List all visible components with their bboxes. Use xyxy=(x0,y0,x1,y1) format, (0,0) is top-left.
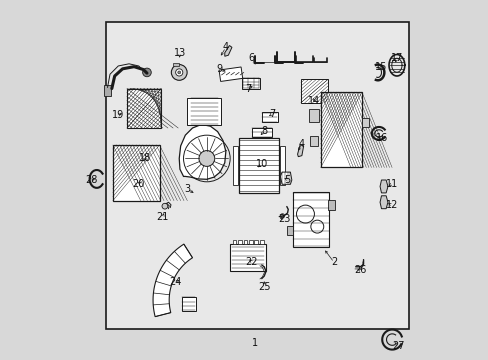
Bar xyxy=(242,78,259,89)
Bar xyxy=(187,98,221,125)
Circle shape xyxy=(142,68,151,77)
Text: 7: 7 xyxy=(244,84,251,94)
Bar xyxy=(219,67,242,81)
Circle shape xyxy=(199,150,214,166)
Text: 2: 2 xyxy=(330,257,337,267)
Bar xyxy=(308,109,318,122)
Bar xyxy=(328,200,334,211)
Text: 8: 8 xyxy=(261,126,267,136)
Text: 15: 15 xyxy=(374,62,387,72)
Circle shape xyxy=(178,71,180,74)
Polygon shape xyxy=(179,125,225,179)
Circle shape xyxy=(175,69,183,76)
Text: 5: 5 xyxy=(284,175,290,185)
Bar xyxy=(260,240,263,244)
Text: 16: 16 xyxy=(376,133,388,143)
Text: 10: 10 xyxy=(255,159,267,169)
Circle shape xyxy=(171,64,187,80)
Text: 26: 26 xyxy=(353,265,366,275)
Text: 11: 11 xyxy=(386,179,398,189)
Text: 25: 25 xyxy=(258,282,270,292)
Bar xyxy=(279,146,284,185)
Bar xyxy=(233,146,238,185)
Text: 27: 27 xyxy=(392,341,404,351)
Text: 23: 23 xyxy=(278,215,290,224)
Text: 17: 17 xyxy=(390,53,402,63)
Circle shape xyxy=(310,220,323,233)
Polygon shape xyxy=(297,145,303,157)
Bar xyxy=(286,226,292,235)
Text: 14: 14 xyxy=(307,96,320,106)
Text: 12: 12 xyxy=(385,200,398,210)
Circle shape xyxy=(162,203,167,209)
Bar xyxy=(320,92,361,167)
Text: 4: 4 xyxy=(298,139,305,149)
Polygon shape xyxy=(379,180,387,193)
Bar xyxy=(239,138,278,193)
Bar xyxy=(173,63,179,66)
Circle shape xyxy=(296,205,314,223)
Bar xyxy=(127,89,161,128)
Polygon shape xyxy=(224,45,231,56)
Bar xyxy=(113,145,159,201)
Bar xyxy=(104,85,110,96)
Text: 19: 19 xyxy=(112,111,124,121)
Text: 24: 24 xyxy=(169,277,182,287)
Polygon shape xyxy=(379,196,387,209)
Bar xyxy=(232,240,236,244)
Bar xyxy=(243,240,246,244)
Text: 1: 1 xyxy=(252,338,258,348)
Text: 4: 4 xyxy=(223,42,228,52)
Text: 6: 6 xyxy=(248,53,254,63)
Bar xyxy=(238,240,241,244)
Bar xyxy=(248,240,252,244)
Text: 21: 21 xyxy=(156,212,168,222)
Bar xyxy=(310,135,318,145)
Bar xyxy=(301,80,327,103)
Text: 7: 7 xyxy=(268,109,275,119)
Text: 28: 28 xyxy=(85,175,98,185)
Bar xyxy=(261,112,277,122)
Text: 22: 22 xyxy=(245,257,257,267)
Polygon shape xyxy=(153,244,192,317)
Circle shape xyxy=(280,214,284,218)
Bar xyxy=(361,118,368,127)
Text: 3: 3 xyxy=(183,184,190,194)
Bar xyxy=(292,192,328,247)
Text: 13: 13 xyxy=(173,48,186,58)
Polygon shape xyxy=(280,172,291,184)
Bar xyxy=(251,128,271,137)
Text: 20: 20 xyxy=(132,179,144,189)
Bar xyxy=(182,297,195,311)
Bar xyxy=(254,240,258,244)
Bar xyxy=(106,22,408,329)
Text: 9: 9 xyxy=(216,64,222,74)
Bar xyxy=(230,244,265,271)
Text: 18: 18 xyxy=(139,153,151,163)
